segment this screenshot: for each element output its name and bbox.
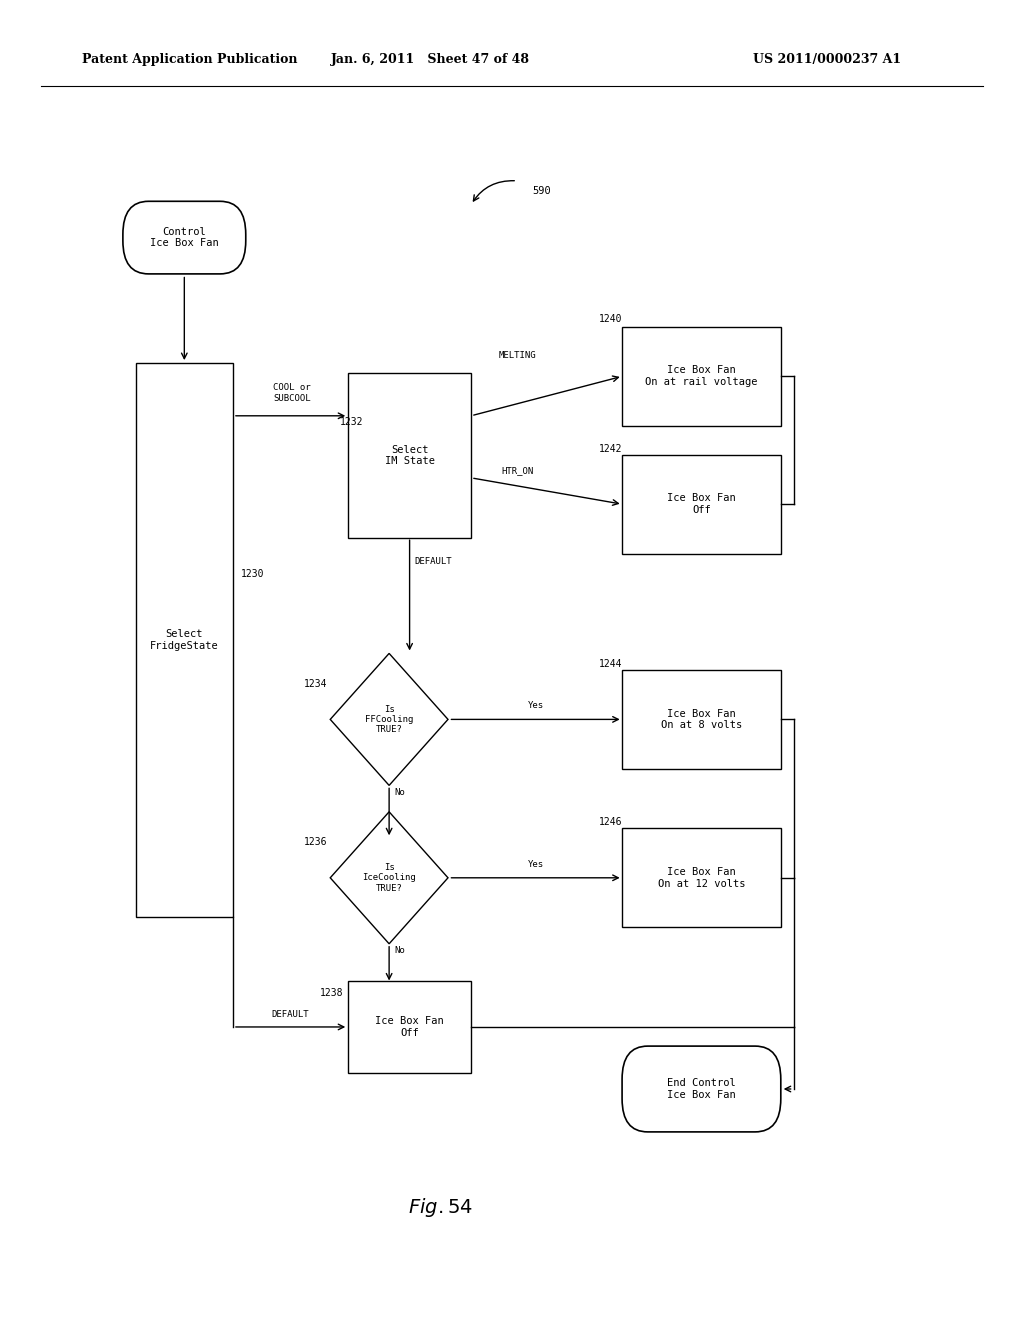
Bar <box>348 372 471 539</box>
Text: Ice Box Fan
On at rail voltage: Ice Box Fan On at rail voltage <box>645 366 758 387</box>
Text: 1244: 1244 <box>599 659 623 669</box>
Text: Ice Box Fan
Off: Ice Box Fan Off <box>667 494 736 515</box>
Text: 1240: 1240 <box>599 314 623 325</box>
Text: Yes: Yes <box>527 701 544 710</box>
Text: 1232: 1232 <box>340 417 364 428</box>
Text: No: No <box>394 788 404 797</box>
Text: HTR_ON: HTR_ON <box>501 466 534 475</box>
Bar <box>623 454 781 554</box>
Text: Ice Box Fan
On at 8 volts: Ice Box Fan On at 8 volts <box>660 709 742 730</box>
Text: US 2011/0000237 A1: US 2011/0000237 A1 <box>753 53 901 66</box>
Text: Jan. 6, 2011   Sheet 47 of 48: Jan. 6, 2011 Sheet 47 of 48 <box>331 53 529 66</box>
Bar <box>623 829 781 927</box>
Text: 1246: 1246 <box>599 817 623 828</box>
Text: 1242: 1242 <box>599 444 623 454</box>
FancyBboxPatch shape <box>123 201 246 275</box>
Text: Is
FFCooling
TRUE?: Is FFCooling TRUE? <box>365 705 414 734</box>
Text: 1238: 1238 <box>319 987 343 998</box>
Text: DEFAULT: DEFAULT <box>271 1010 308 1019</box>
Text: DEFAULT: DEFAULT <box>415 557 453 565</box>
Bar <box>135 363 233 917</box>
FancyBboxPatch shape <box>623 1045 781 1133</box>
Text: COOL or
SUBCOOL: COOL or SUBCOOL <box>273 383 310 403</box>
Text: 1234: 1234 <box>304 678 328 689</box>
Bar <box>623 671 781 768</box>
Text: Yes: Yes <box>527 859 544 869</box>
Text: Select
FridgeState: Select FridgeState <box>150 630 219 651</box>
Bar <box>348 981 471 1073</box>
Text: No: No <box>394 946 404 956</box>
Text: MELTING: MELTING <box>499 351 536 360</box>
Text: Ice Box Fan
Off: Ice Box Fan Off <box>375 1016 444 1038</box>
Text: Control
Ice Box Fan: Control Ice Box Fan <box>150 227 219 248</box>
Text: 590: 590 <box>532 186 551 197</box>
Text: 1236: 1236 <box>304 837 328 847</box>
Text: End Control
Ice Box Fan: End Control Ice Box Fan <box>667 1078 736 1100</box>
Polygon shape <box>330 812 449 944</box>
Text: Patent Application Publication: Patent Application Publication <box>82 53 297 66</box>
Text: Is
IceCooling
TRUE?: Is IceCooling TRUE? <box>362 863 416 892</box>
Polygon shape <box>330 653 449 785</box>
Text: 1230: 1230 <box>241 569 264 579</box>
Text: Select
IM State: Select IM State <box>385 445 434 466</box>
Text: $\it{Fig.54}$: $\it{Fig.54}$ <box>408 1196 473 1220</box>
Text: Ice Box Fan
On at 12 volts: Ice Box Fan On at 12 volts <box>657 867 745 888</box>
Bar <box>623 327 781 425</box>
